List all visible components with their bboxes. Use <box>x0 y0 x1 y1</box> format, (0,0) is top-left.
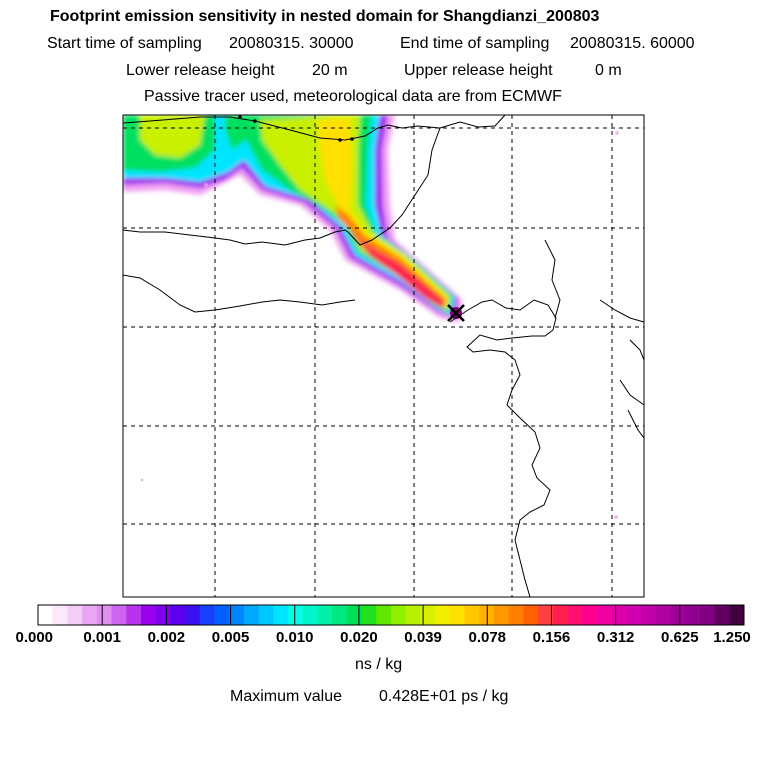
colorbar-unit: ns / kg <box>355 656 403 673</box>
colorbar-cell <box>641 605 657 625</box>
maximum-value: 0.428E+01 ps / kg <box>379 688 509 705</box>
end-time-value: 20080315. 60000 <box>570 35 695 52</box>
colorbar-cell <box>685 605 701 625</box>
colorbar-cell <box>214 605 230 625</box>
plume-gold <box>318 118 448 308</box>
colorbar-cell <box>273 605 289 625</box>
colorbar-tick-label: 0.625 <box>661 629 699 646</box>
colorbar-cell <box>185 605 201 625</box>
colorbar-cell <box>52 605 68 625</box>
colorbar-cell <box>596 605 613 625</box>
colorbar-cell <box>699 605 716 625</box>
colorbar-cell <box>317 605 333 625</box>
colorbar-cell <box>626 605 642 625</box>
colorbar-cell <box>376 605 392 625</box>
colorbar-cell <box>449 605 466 625</box>
colorbar-cell <box>464 605 480 625</box>
colorbar-cell <box>170 605 186 625</box>
colorbar-cell <box>523 605 539 625</box>
scatter-specks <box>140 131 619 519</box>
graticule <box>123 115 644 597</box>
colorbar-cell <box>493 605 510 625</box>
lower-release-value: 20 m <box>312 62 348 79</box>
colorbar-cell <box>288 605 304 625</box>
plot-title: Footprint emission sensitivity in nested… <box>50 8 600 25</box>
colorbar <box>37 604 745 626</box>
colorbar-tick-label: 1.250 <box>713 629 751 646</box>
colorbar-tick-label: 0.002 <box>147 629 186 646</box>
colorbar-tick-label: 0.039 <box>404 629 442 646</box>
colorbar-cell <box>435 605 451 625</box>
colorbar-cell <box>229 605 245 625</box>
colorbar-cell <box>361 605 377 625</box>
lower-release-label: Lower release height <box>126 62 275 79</box>
colorbar-cell <box>302 605 318 625</box>
info-line: Passive tracer used, meteorological data… <box>144 88 562 105</box>
colorbar-cell <box>199 605 215 625</box>
start-time-value: 20080315. 30000 <box>229 35 354 52</box>
colorbar-cell <box>670 605 686 625</box>
footprint-map <box>122 114 645 598</box>
colorbar-cell <box>82 605 98 625</box>
colorbar-cell <box>126 605 142 625</box>
colorbar-cell <box>405 605 421 625</box>
colorbar-cell <box>729 605 745 625</box>
colorbar-tick-label: 0.001 <box>83 629 121 646</box>
map-frame <box>122 114 645 598</box>
receptor-x-marker <box>447 304 465 322</box>
colorbar-cell <box>155 605 171 625</box>
plume-layer <box>123 115 462 322</box>
plume-cyan <box>123 115 455 316</box>
colorbar-cell <box>258 605 274 625</box>
colorbar-cell <box>67 605 83 625</box>
city-dots <box>238 115 354 142</box>
plume-yellow <box>140 115 450 310</box>
colorbar-cell <box>111 605 127 625</box>
colorbar-tick-label: 0.005 <box>211 629 250 646</box>
colorbar-cell <box>611 605 627 625</box>
colorbar-cell <box>96 605 113 625</box>
colorbar-cell <box>714 605 730 625</box>
colorbar-tick-label: 0.078 <box>468 629 507 646</box>
coastlines <box>123 115 644 597</box>
colorbar-cell <box>140 605 157 625</box>
colorbar-cell <box>655 605 671 625</box>
colorbar-cell <box>508 605 524 625</box>
colorbar-cell <box>332 605 348 625</box>
colorbar-tick-label: 0.010 <box>275 629 314 646</box>
maximum-value-label: Maximum value <box>230 688 343 705</box>
colorbar-tick-label: 0.020 <box>340 629 378 646</box>
colorbar-cell <box>391 605 407 625</box>
colorbar-cell <box>420 605 436 625</box>
colorbar-frame <box>37 604 745 626</box>
start-time-label: Start time of sampling <box>47 35 202 52</box>
plume-red <box>350 232 445 308</box>
colorbar-tick-label: 0.156 <box>532 629 571 646</box>
colorbar-tick-label: 0.000 <box>15 629 54 646</box>
colorbar-cell <box>582 605 598 625</box>
end-time-label: End time of sampling <box>400 35 550 52</box>
colorbar-cell <box>346 605 363 625</box>
colorbar-cell <box>38 605 54 625</box>
colorbar-cell <box>538 605 554 625</box>
colorbar-cell <box>567 605 583 625</box>
upper-release-value: 0 m <box>595 62 622 79</box>
upper-release-label: Upper release height <box>404 62 553 79</box>
colorbar-cell <box>552 605 568 625</box>
colorbar-tick-label: 0.312 <box>596 629 635 646</box>
colorbar-cell <box>243 605 260 625</box>
